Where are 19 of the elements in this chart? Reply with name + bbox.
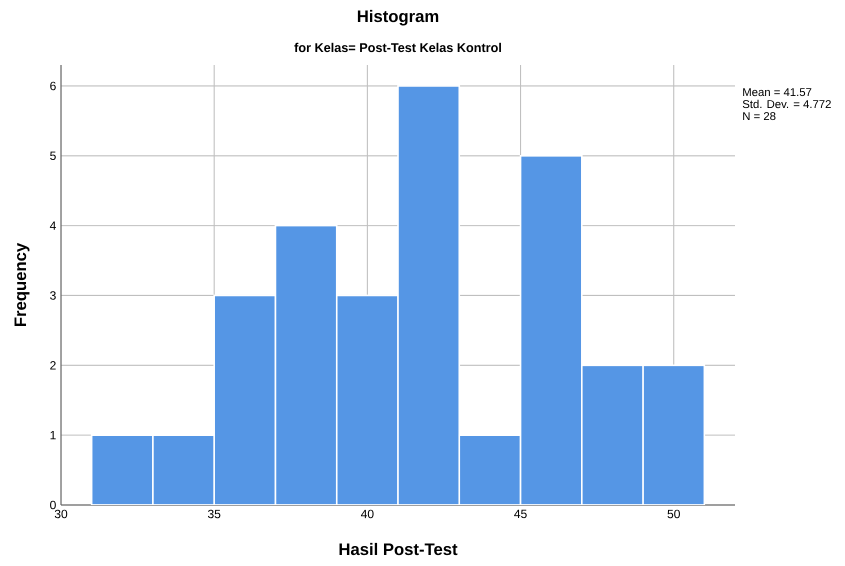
x-axis-title: Hasil Post-Test (340, 542, 458, 556)
x-tick-label: 45 (514, 510, 527, 518)
x-tick-label: 40 (360, 510, 374, 518)
y-tick-label: 2 (50, 361, 56, 370)
y-tick-label: 6 (50, 82, 56, 90)
chart-title: Histogram (358, 10, 438, 26)
text: N = 28 (743, 112, 776, 120)
y-tick-label: 3 (50, 291, 56, 300)
y-tick-label: 4 (50, 221, 56, 230)
y-tick-label: 1 (50, 431, 56, 440)
x-tick-label: 35 (208, 510, 220, 518)
text: Std. Dev. = 4.772 (742, 100, 831, 108)
chart-subtitle: for Kelas= Post-Test Kelas Kontrol (294, 42, 501, 52)
y-axis-title: Frequency (14, 242, 30, 326)
x-tick-label: 50 (668, 510, 680, 518)
y-tick-label: 0 (50, 500, 56, 510)
text: Mean = 41.57 (743, 88, 812, 96)
x-tick-label: 30 (54, 510, 68, 518)
y-tick-label: 5 (50, 152, 56, 160)
